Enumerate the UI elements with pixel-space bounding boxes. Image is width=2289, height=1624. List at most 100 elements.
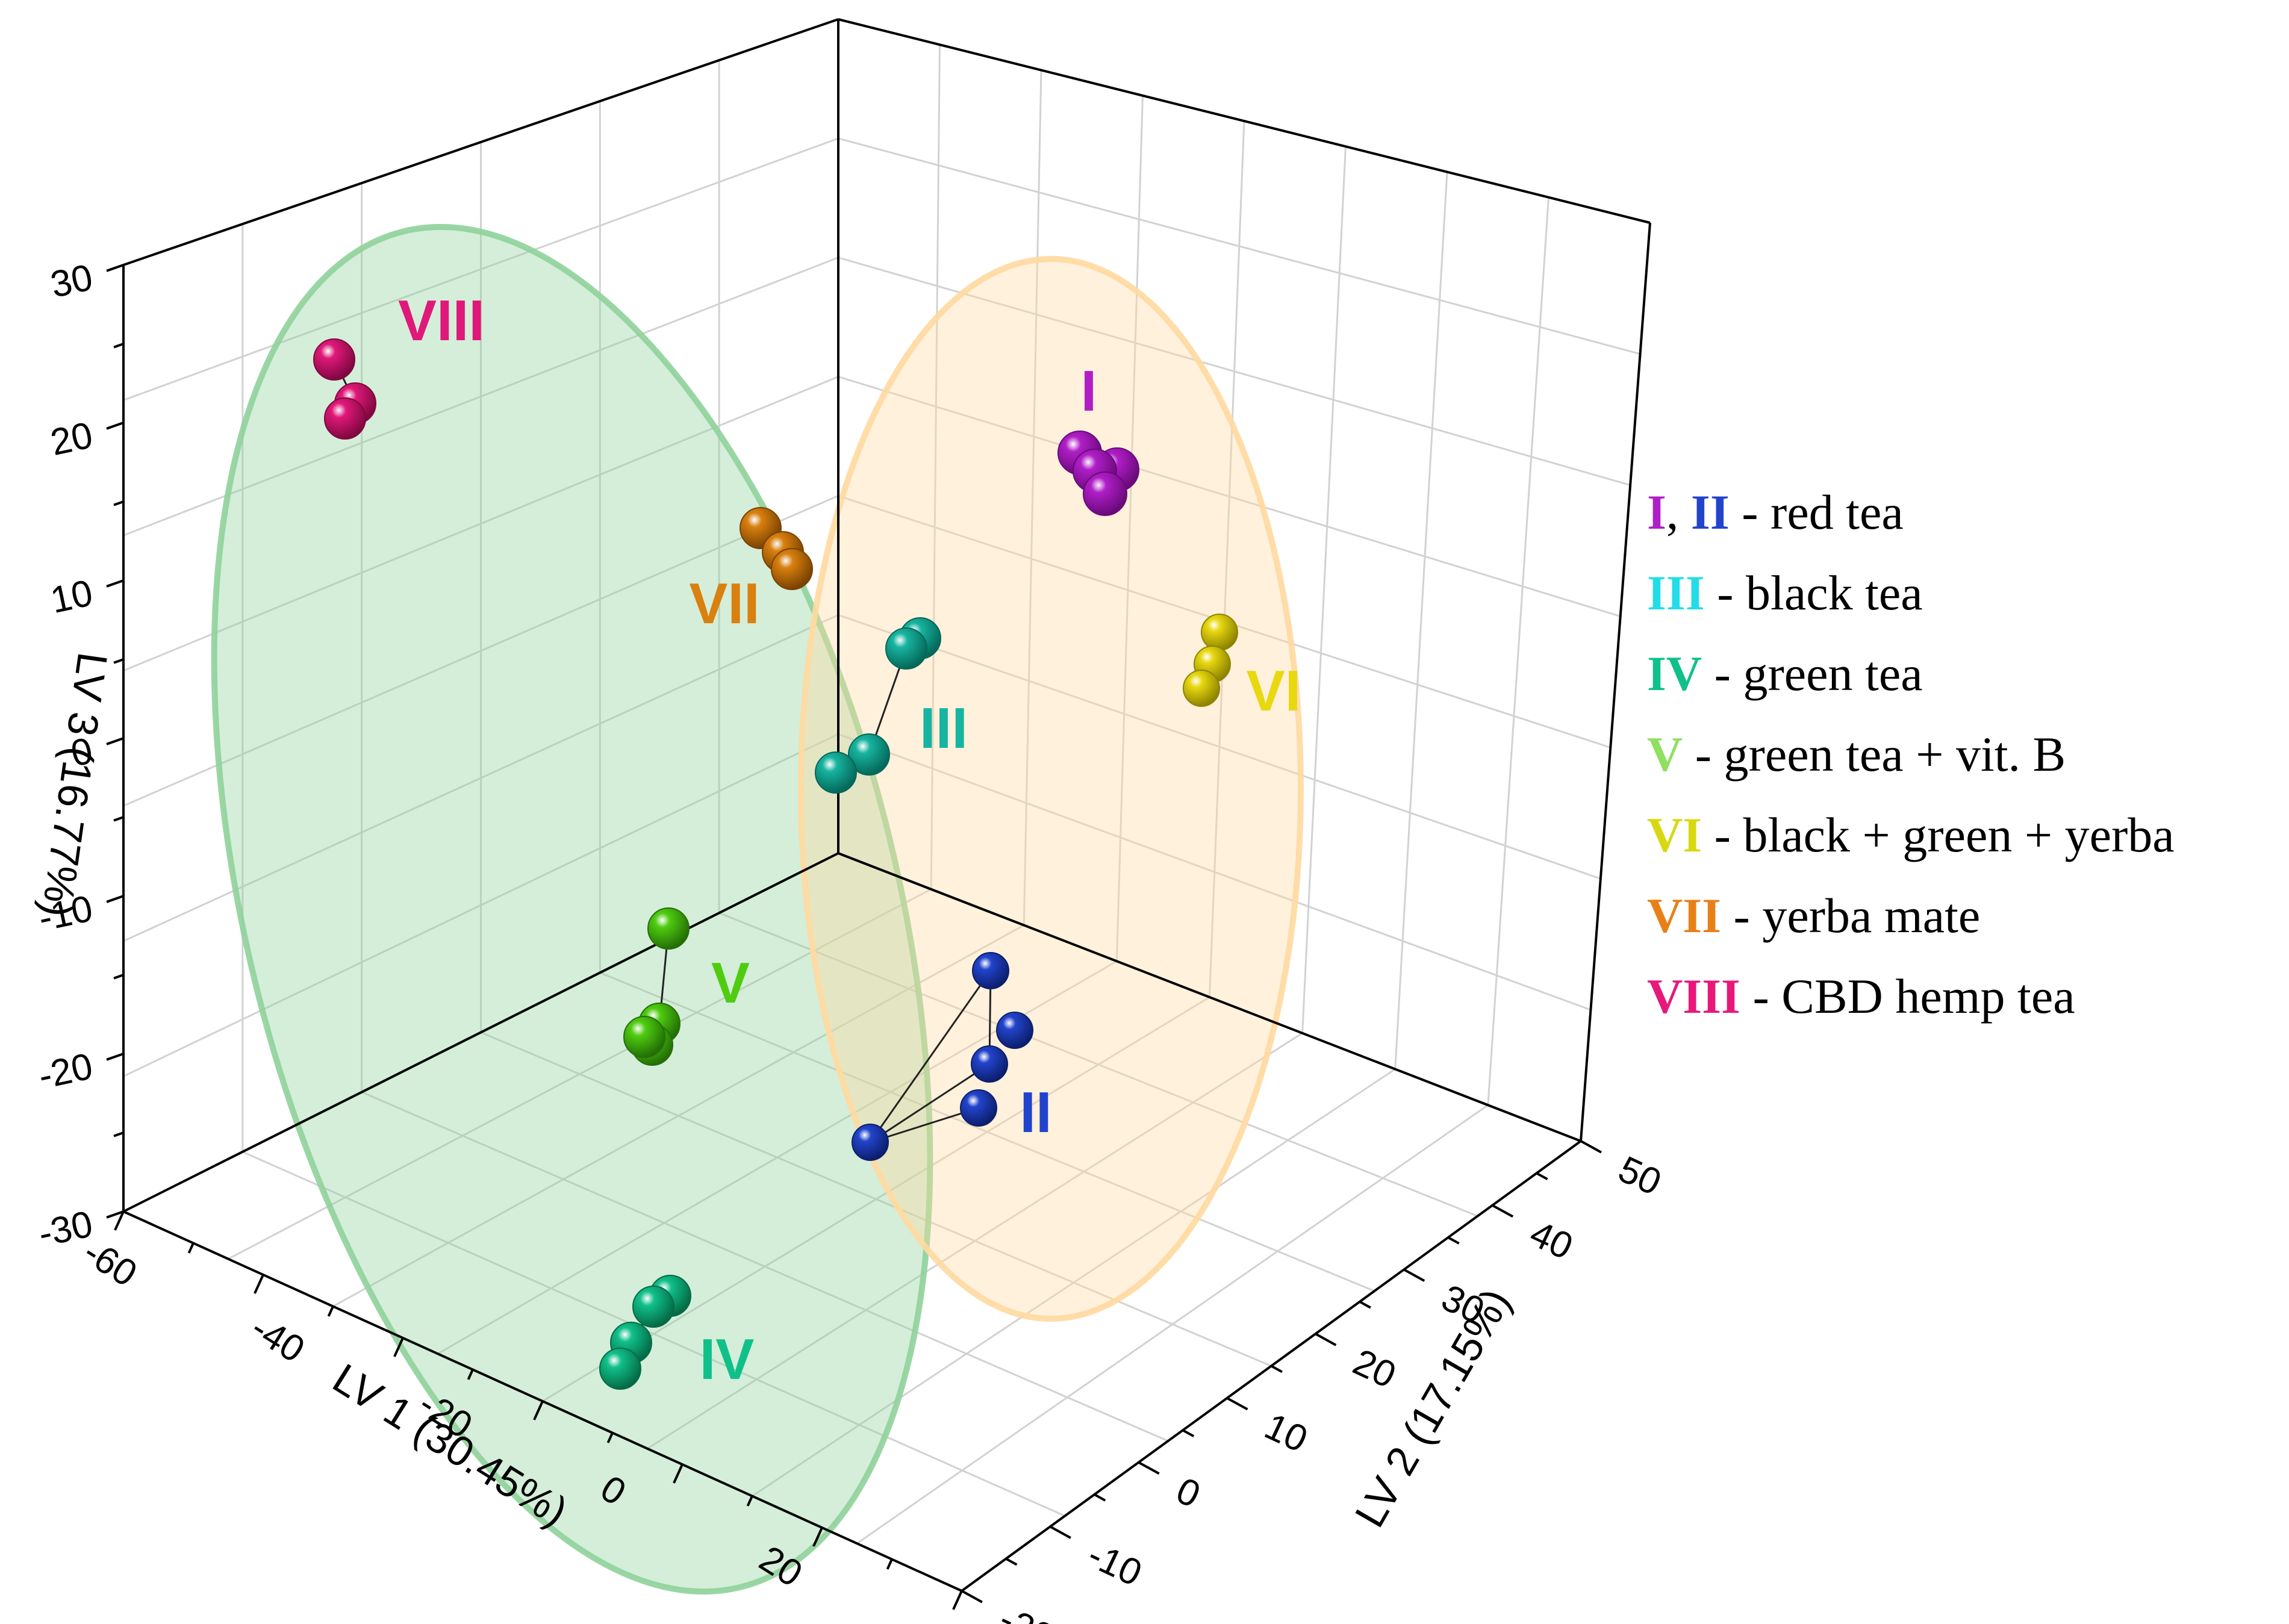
y-tick-mark — [1315, 1333, 1337, 1346]
grid-line — [1394, 172, 1448, 1069]
z-tick-label: 20 — [47, 414, 96, 464]
data-point — [848, 733, 890, 776]
grid-line — [123, 614, 839, 942]
x-tick-mark — [952, 1590, 963, 1610]
x-tick-label: 40 — [920, 1614, 977, 1624]
green-group-ellipse — [211, 223, 933, 1595]
data-point — [960, 1089, 997, 1127]
legend-description: - green tea + vit. B — [1683, 727, 2066, 782]
x-tick-mark — [606, 1432, 614, 1443]
legend-key: I — [1647, 485, 1666, 540]
y-tick-mark — [1005, 1557, 1018, 1566]
y-tick-mark — [1359, 1301, 1371, 1309]
z-tick-label: 10 — [47, 572, 96, 621]
grid-line — [123, 733, 839, 1077]
data-point — [647, 907, 690, 950]
z-tick-mark — [113, 500, 124, 506]
x-tick-mark — [746, 1495, 753, 1507]
grid-line — [752, 1068, 1396, 1497]
link-line — [869, 970, 992, 1143]
z-tick-mark — [113, 343, 124, 349]
legend-key: VI — [1647, 807, 1702, 862]
axis-line — [1580, 222, 1651, 1142]
data-point — [852, 1124, 889, 1161]
legend-key: III — [1647, 565, 1705, 620]
axis-line — [123, 18, 839, 266]
z-tick-label: -20 — [35, 1045, 96, 1097]
legend-entry: I, II - red tea — [1647, 485, 1904, 540]
legend-description: - green tea — [1702, 646, 1922, 701]
link-line — [870, 1063, 990, 1143]
axis-line — [838, 18, 1651, 224]
y-tick-mark — [1492, 1204, 1514, 1218]
y-tick-label: -10 — [1082, 1534, 1148, 1594]
grid-line — [123, 376, 839, 672]
z-tick-mark — [113, 974, 124, 980]
x-tick-mark — [886, 1558, 893, 1570]
z-tick-mark — [113, 816, 124, 822]
legend-description: - yerba mate — [1721, 888, 1980, 943]
cluster-v — [623, 907, 690, 1066]
y-tick-mark — [1049, 1525, 1071, 1539]
legend-entry: IV - green tea — [1647, 646, 1923, 701]
z-tick-mark — [113, 1131, 124, 1137]
data-point — [815, 751, 857, 794]
data-point — [1201, 614, 1238, 651]
z-tick-label: -30 — [35, 1203, 96, 1255]
y-axis-title: LV 2 (17.15%) — [1346, 1281, 1520, 1535]
grid-line — [856, 1104, 1489, 1545]
x-tick-mark — [812, 1527, 823, 1547]
z-tick-mark — [106, 737, 124, 745]
grid-line — [123, 257, 839, 537]
grid-line — [647, 1032, 1303, 1450]
y-tick-mark — [1182, 1429, 1195, 1437]
z-tick-mark — [106, 422, 124, 430]
grid-line — [838, 614, 1601, 880]
y-tick-mark — [1403, 1268, 1425, 1282]
cluster-viii — [313, 338, 376, 440]
cluster-label-i: I — [1081, 359, 1097, 423]
y-tick-label: 10 — [1259, 1405, 1314, 1461]
y-tick-label: 0 — [1170, 1470, 1206, 1516]
z-tick-mark — [106, 579, 124, 588]
data-point — [623, 1016, 665, 1058]
x-tick-label: -40 — [244, 1307, 312, 1370]
grid-line — [1023, 70, 1042, 926]
data-point — [313, 338, 355, 381]
axis-line — [123, 852, 839, 1213]
legend-description: - black + green + yerba — [1702, 807, 2175, 862]
cluster-label-viii: VIII — [398, 288, 485, 353]
grid-line — [1301, 146, 1347, 1033]
cluster-label-v: V — [711, 951, 750, 1015]
y-tick-mark — [961, 1590, 983, 1604]
x-tick-mark — [467, 1369, 474, 1380]
cluster-iv — [599, 1275, 691, 1390]
grid-line — [838, 257, 1631, 487]
cluster-iii — [815, 617, 941, 794]
legend-entry: VIII - CBD hemp tea — [1647, 969, 2075, 1024]
z-tick-label: 30 — [47, 257, 96, 306]
y-tick-label: -20 — [993, 1598, 1059, 1624]
z-tick-mark — [113, 658, 124, 664]
y-tick-label: 50 — [1612, 1148, 1668, 1204]
orange-group-ellipse — [798, 256, 1304, 1322]
grid-line — [542, 996, 1210, 1402]
cluster-vii — [740, 507, 813, 590]
legend-description: - black tea — [1705, 565, 1923, 620]
legend-key: VIII — [1647, 969, 1740, 1024]
data-point — [771, 548, 813, 590]
x-tick-mark — [673, 1464, 684, 1484]
y-tick-label: 40 — [1524, 1213, 1579, 1268]
x-tick-mark — [393, 1337, 404, 1357]
data-point — [972, 952, 1009, 989]
grid-line — [1487, 197, 1549, 1106]
y-tick-mark — [1094, 1493, 1106, 1502]
legend-key: V — [1647, 727, 1683, 782]
cluster-label-iv: IV — [700, 1327, 755, 1392]
x-tick-mark — [187, 1242, 195, 1254]
data-point — [885, 627, 927, 670]
data-points — [313, 338, 1238, 1390]
grid-line — [838, 137, 1640, 355]
